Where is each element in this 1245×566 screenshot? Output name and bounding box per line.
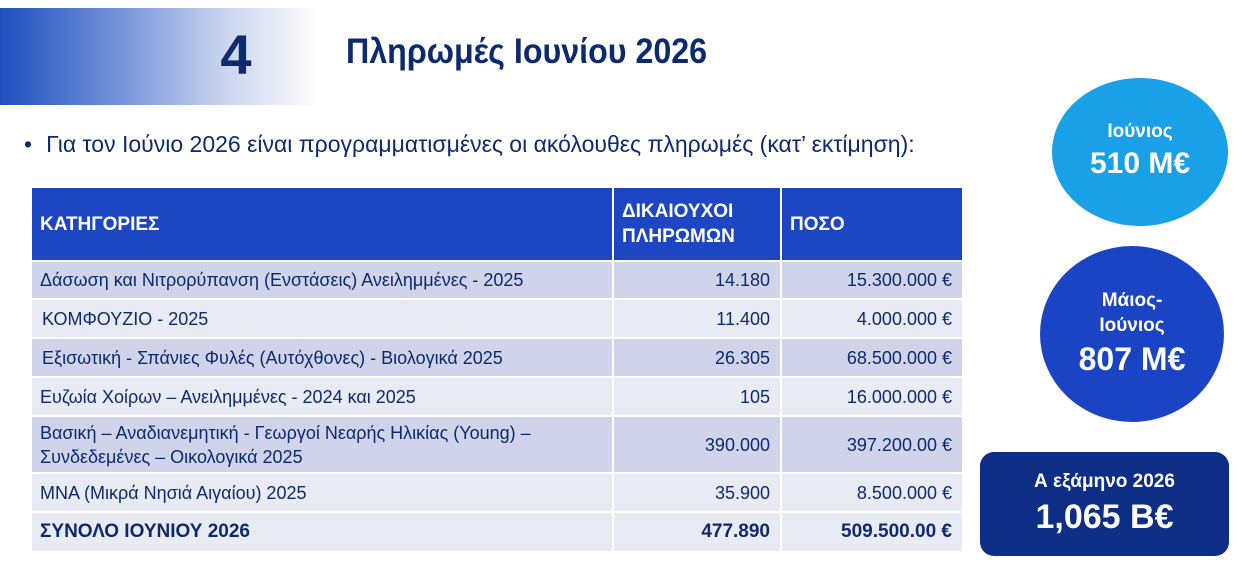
june-summary-label: Ιούνιος [1107, 121, 1173, 142]
header-beneficiaries: ΔΙΚΑΙΟΥΧΟΙ ΠΛΗΡΩΜΩΝ [613, 188, 782, 261]
bullet-icon: • [24, 131, 33, 157]
table-row: Εξισωτική - Σπάνιες Φυλές (Αυτόχθονες) -… [32, 337, 962, 377]
table-row: ΚΟΜΦΟΥΖΙΟ - 2025 11.400 4.000.000 € [32, 298, 962, 338]
page-title: Πληρωμές Ιουνίου 2026 [346, 32, 708, 71]
row-beneficiaries: 26.305 [613, 337, 782, 377]
header-amount: ΠΟΣΟ [781, 188, 962, 261]
row-category: ΜΝΑ (Μικρά Νησιά Αιγαίου) 2025 [32, 472, 614, 512]
table-row: Δάσωση και Νιτρορύπανση (Ενστάσεις) Ανει… [32, 260, 962, 299]
row-amount: 15.300.000 € [781, 260, 962, 299]
total-amount: 509.500.00 € [781, 511, 962, 551]
row-amount: 16.000.000 € [781, 376, 962, 416]
table-row: Ευζωία Χοίρων – Ανειλημμένες - 2024 και … [32, 376, 962, 416]
intro-text: • Για τον Ιούνιο 2026 είναι προγραμματισμ… [24, 128, 915, 160]
row-category: Δάσωση και Νιτρορύπανση (Ενστάσεις) Ανει… [32, 260, 614, 299]
row-beneficiaries: 11.400 [613, 298, 782, 338]
row-amount: 68.500.000 € [781, 337, 962, 377]
half-year-summary-label: Α εξάμηνο 2026 [1034, 471, 1175, 492]
june-summary-value: 510 Μ€ [1089, 147, 1191, 180]
total-beneficiaries: 477.890 [613, 511, 782, 551]
header-category: ΚΑΤΗΓΟΡΙΕΣ [32, 188, 614, 261]
row-category-line1: Βασική – Αναδιανεμητική - Γεωργοί Νεαρής… [40, 422, 531, 443]
total-label: ΣΥΝΟΛΟ ΙΟΥΝΙΟΥ 2026 [32, 511, 614, 551]
row-category: Βασική – Αναδιανεμητική - Γεωργοί Νεαρής… [32, 415, 614, 473]
row-amount: 397.200.00 € [781, 415, 962, 473]
table-total-row: ΣΥΝΟΛΟ ΙΟΥΝΙΟΥ 2026 477.890 509.500.00 € [32, 511, 962, 551]
row-amount: 4.000.000 € [781, 298, 962, 338]
intro-sentence: Για τον Ιούνιο 2026 είναι προγραμματισμέ… [46, 131, 915, 157]
half-year-summary-box: Α εξάμηνο 2026 1,065 Β€ [980, 452, 1229, 556]
row-beneficiaries: 105 [613, 376, 782, 416]
header-beneficiaries-line2: ΠΛΗΡΩΜΩΝ [622, 226, 735, 247]
table-header-row: ΚΑΤΗΓΟΡΙΕΣ ΔΙΚΑΙΟΥΧΟΙ ΠΛΗΡΩΜΩΝ ΠΟΣΟ [32, 188, 962, 261]
row-category: Εξισωτική - Σπάνιες Φυλές (Αυτόχθονες) -… [32, 337, 614, 377]
row-category: Ευζωία Χοίρων – Ανειλημμένες - 2024 και … [32, 376, 614, 416]
row-beneficiaries: 390.000 [613, 415, 782, 473]
half-year-summary-value: 1,065 Β€ [1035, 498, 1174, 536]
row-beneficiaries: 14.180 [613, 260, 782, 299]
row-category-text: ΚΟΜΦΟΥΖΙΟ - 2025 [42, 308, 209, 329]
slide-number: 4 [220, 23, 252, 86]
may-june-summary-value: 807 Μ€ [1078, 341, 1186, 377]
row-beneficiaries: 35.900 [613, 472, 782, 512]
header-gradient-bar [0, 8, 320, 105]
june-summary-circle: Ιούνιος 510 Μ€ [1052, 78, 1228, 226]
may-june-summary-label: Μάιος-Ιούνιος [1099, 290, 1165, 336]
row-amount: 8.500.000 € [781, 472, 962, 512]
may-june-summary-circle: Μάιος-Ιούνιος 807 Μ€ [1040, 246, 1224, 422]
table-row: Βασική – Αναδιανεμητική - Γεωργοί Νεαρής… [32, 415, 962, 473]
row-category-line2: Συνδεδεμένες – Οικολογικά 2025 [40, 446, 303, 467]
row-category-text: Εξισωτική - Σπάνιες Φυλές (Αυτόχθονες) -… [42, 347, 503, 368]
table-row: ΜΝΑ (Μικρά Νησιά Αιγαίου) 2025 35.900 8.… [32, 472, 962, 512]
header-beneficiaries-line1: ΔΙΚΑΙΟΥΧΟΙ [622, 201, 734, 222]
payments-table: ΚΑΤΗΓΟΡΙΕΣ ΔΙΚΑΙΟΥΧΟΙ ΠΛΗΡΩΜΩΝ ΠΟΣΟ Δάσω… [32, 188, 962, 551]
row-category: ΚΟΜΦΟΥΖΙΟ - 2025 [32, 298, 614, 338]
